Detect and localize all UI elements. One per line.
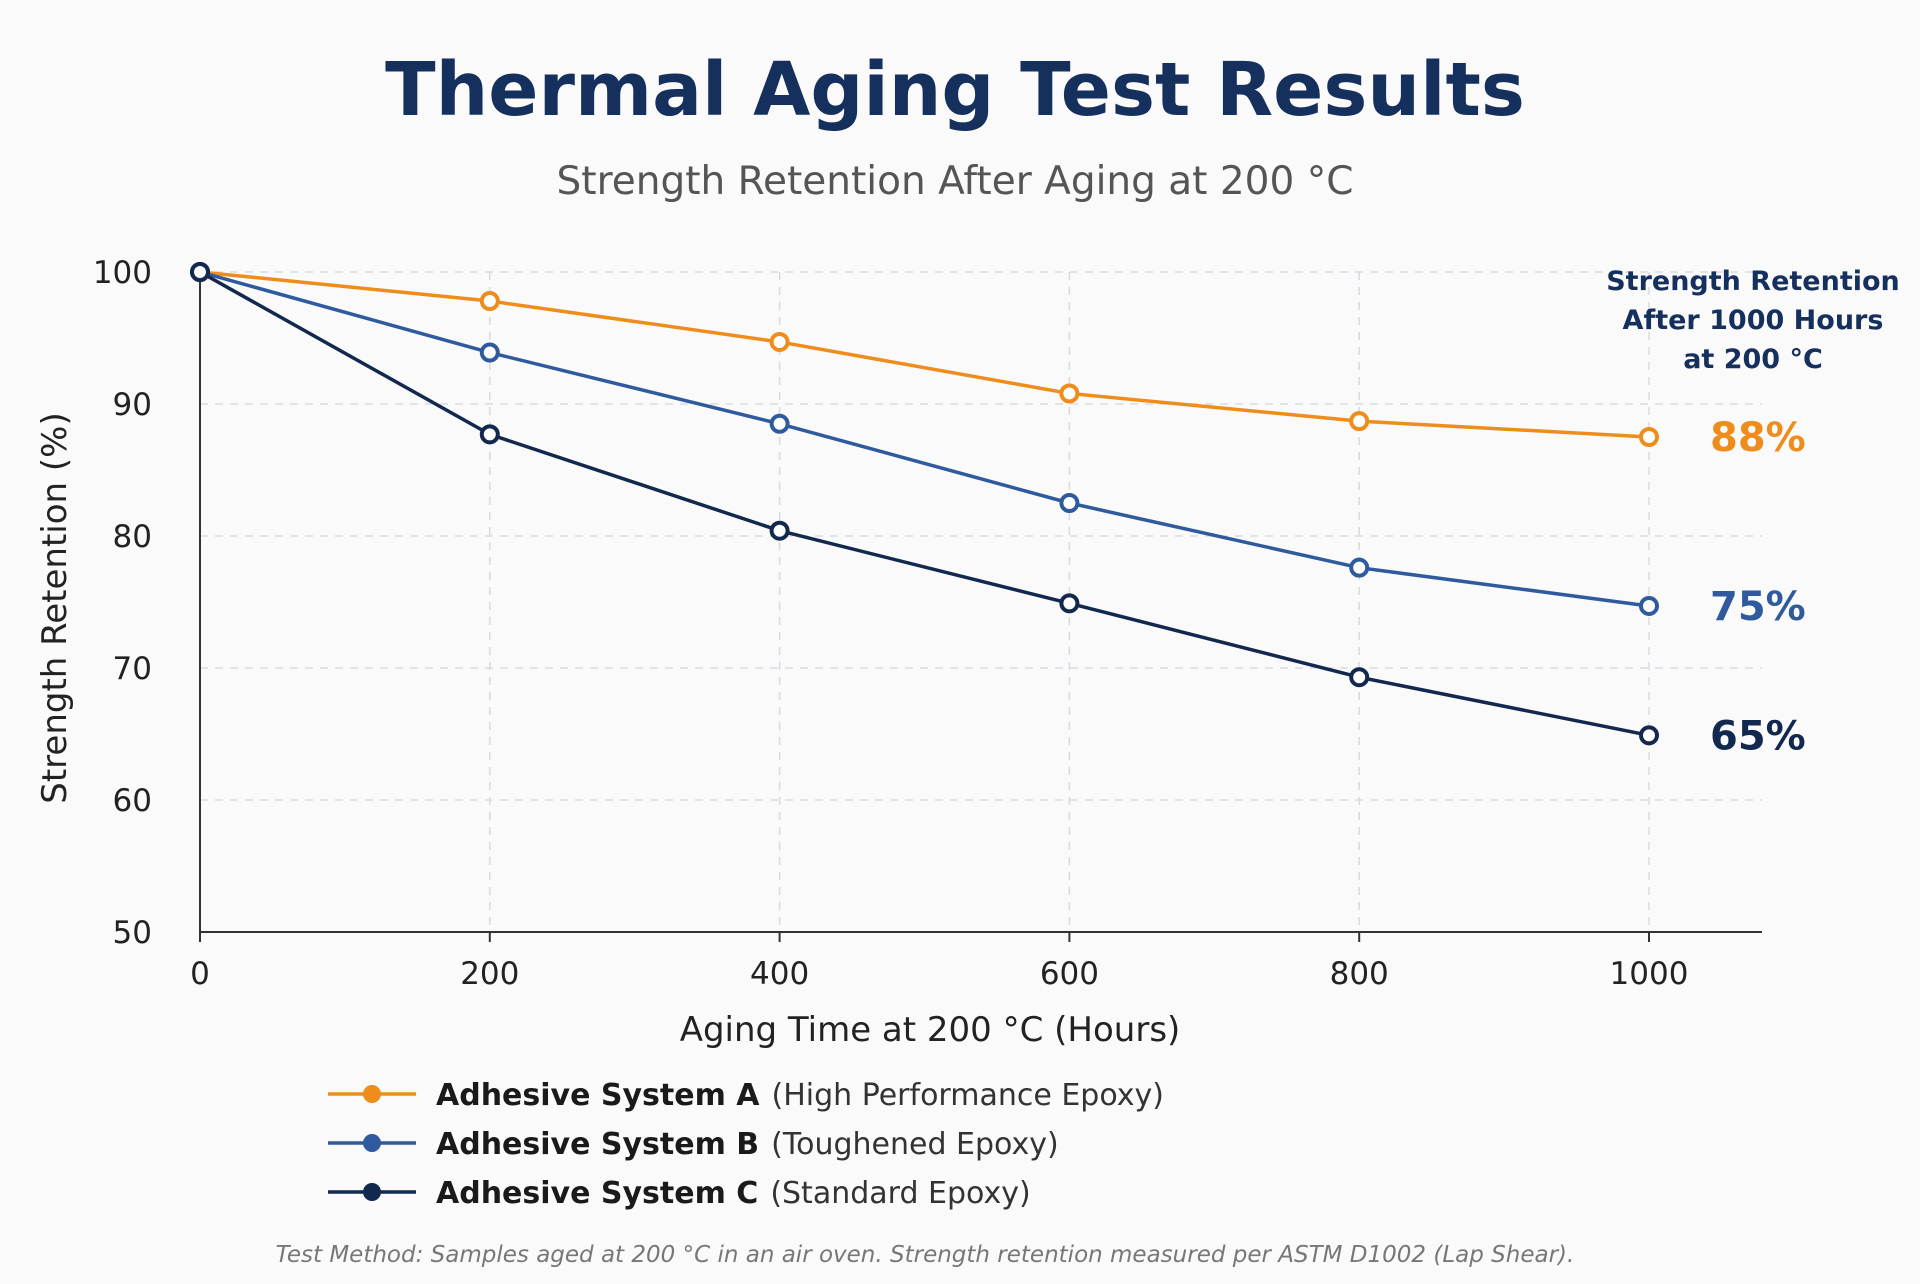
x-axis-label: Aging Time at 200 °C (Hours) [680,1010,1181,1050]
legend-swatch-marker [363,1134,381,1152]
series-line [199,270,1650,439]
legend-label: Adhesive System B (Toughened Epoxy) [436,1127,1059,1162]
data-point [769,520,790,541]
y-tick-label: 100 [93,255,152,291]
data-point [1059,493,1080,513]
data-point [1639,427,1659,447]
data-point [1639,595,1659,616]
x-tick-label: 400 [750,956,809,992]
y-tick-label: 60 [113,783,152,819]
data-point [190,262,210,282]
legend: Adhesive System A (High Performance Epoxy… [328,1078,1164,1211]
y-tick-label: 80 [113,519,152,555]
end-value-label: 65% [1710,713,1806,759]
footnote: Test Method: Samples aged at 200 °C in a… [276,1242,1575,1268]
series-layer [190,262,1659,746]
annotation-line-2: After 1000 Hours [1623,305,1884,336]
data-point [479,342,500,363]
y-tick-label: 90 [113,387,152,423]
legend-item: Adhesive System A (High Performance Epoxy… [328,1078,1164,1113]
legend-item: Adhesive System B (Toughened Epoxy) [328,1127,1059,1162]
data-point [1059,383,1080,404]
legend-label: Adhesive System C (Standard Epoxy) [436,1176,1031,1211]
series-a [190,262,1659,447]
end-value-label: 88% [1710,415,1806,461]
legend-series-name: Adhesive System A [436,1078,760,1113]
series-line [199,270,1650,608]
x-tick-label: 600 [1040,956,1099,992]
annotation-line-1: Strength Retention [1606,266,1900,297]
legend-label: Adhesive System A (High Performance Epoxy… [436,1078,1164,1113]
series-line [199,270,1650,738]
y-axis-label: Strength Retention (%) [35,412,75,803]
y-tick-label: 70 [113,651,152,687]
axis-layer [199,264,1762,942]
series-c [190,262,1659,746]
data-point [1349,557,1370,578]
legend-series-description: (Toughened Epoxy) [771,1127,1059,1162]
data-point [769,331,790,352]
end-value-annotation: Strength Retention After 1000 Hours at 2… [1606,266,1900,375]
legend-swatch-marker [363,1183,381,1201]
data-point [1059,593,1080,614]
x-tick-label: 800 [1330,956,1389,992]
legend-series-description: (High Performance Epoxy) [772,1078,1164,1113]
chart-title: Thermal Aging Test Results [385,47,1525,133]
data-point [479,291,500,312]
grid-layer [200,271,1762,932]
annotation-line-3: at 200 °C [1683,344,1823,375]
legend-swatch-marker [363,1085,381,1103]
x-tick-label: 200 [460,956,519,992]
legend-item: Adhesive System C (Standard Epoxy) [328,1176,1031,1211]
data-point [479,424,500,445]
legend-series-name: Adhesive System B [436,1127,759,1162]
data-point [1349,411,1370,432]
legend-series-description: (Standard Epoxy) [770,1176,1030,1211]
data-point [1349,667,1370,688]
data-point [769,413,790,434]
x-tick-label: 0 [190,956,210,992]
y-tick-label: 50 [113,915,152,951]
chart-subtitle: Strength Retention After Aging at 200 °C [557,159,1354,204]
data-point [1639,725,1659,746]
series-b [190,262,1659,616]
end-label-layer: 88% 75% 65% [1710,415,1806,759]
end-value-label: 75% [1710,584,1806,630]
x-tick-label: 1000 [1610,956,1689,992]
legend-series-name: Adhesive System C [436,1176,758,1211]
